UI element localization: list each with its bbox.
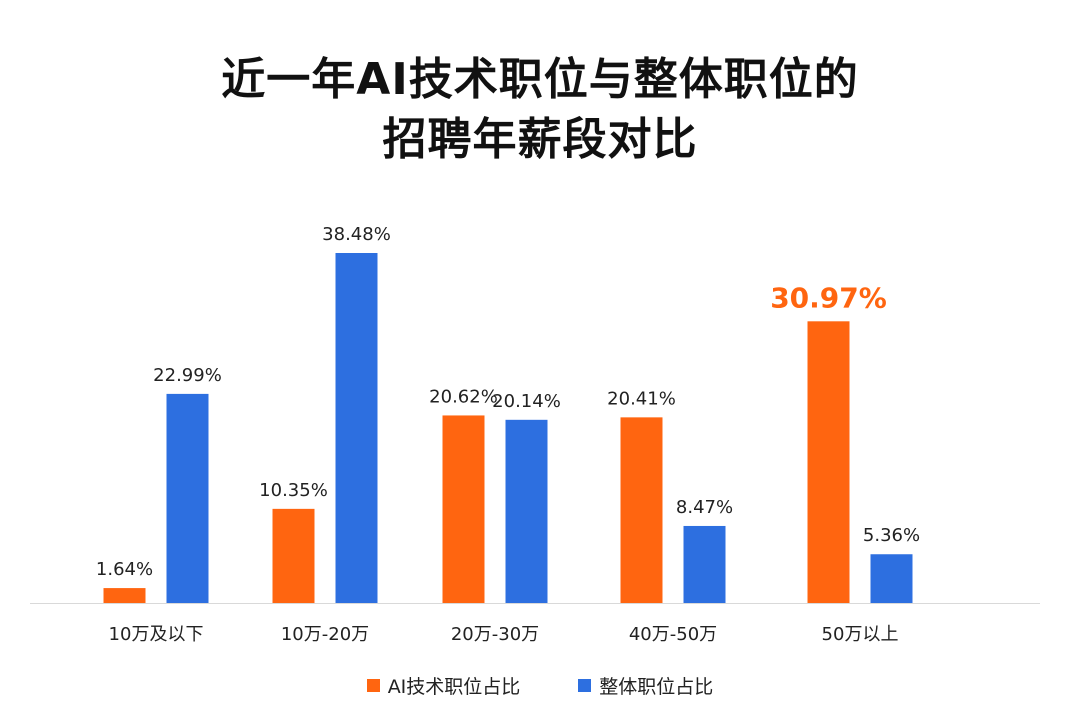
legend-item-ai: AI技术职位占比 — [366, 672, 521, 699]
category-label-1: 10万-20万 — [281, 624, 369, 645]
bar-overall-2 — [505, 419, 548, 603]
bar-ai-0 — [103, 588, 146, 603]
category-label-4: 50万以上 — [822, 624, 899, 645]
legend-swatch-overall — [578, 679, 592, 692]
bar-overall-4 — [870, 554, 913, 603]
bar-overall-1 — [335, 253, 378, 603]
chart-legend: AI技术职位占比 整体职位占比 — [0, 672, 1080, 699]
bar-ai-1 — [272, 508, 315, 603]
data-label-ai-4: 30.97% — [770, 281, 887, 314]
data-label-ai-2: 20.62% — [429, 386, 498, 407]
bar-ai-4 — [807, 321, 850, 603]
legend-label-overall: 整体职位占比 — [599, 676, 714, 698]
data-label-ai-0: 1.64% — [96, 559, 153, 580]
chart-title-line-1: 近一年AI技术职位与整体职位的 — [221, 54, 859, 105]
category-label-2: 20万-30万 — [451, 624, 539, 645]
bar-overall-0 — [166, 393, 209, 603]
chart-title-line-2: 招聘年薪段对比 — [382, 114, 698, 165]
data-label-overall-3: 8.47% — [676, 497, 733, 518]
data-label-overall-1: 38.48% — [322, 224, 391, 245]
bar-ai-2 — [442, 415, 485, 603]
data-label-overall-4: 5.36% — [863, 525, 920, 546]
category-label-3: 40万-50万 — [629, 624, 717, 645]
data-label-overall-0: 22.99% — [153, 365, 222, 386]
legend-item-overall: 整体职位占比 — [578, 672, 713, 699]
category-label-0: 10万及以下 — [109, 624, 204, 645]
data-label-ai-3: 20.41% — [607, 388, 676, 409]
data-label-overall-2: 20.14% — [492, 391, 561, 412]
bar-ai-3 — [620, 417, 663, 603]
legend-swatch-ai — [366, 679, 380, 692]
bar-overall-3 — [683, 525, 726, 603]
legend-label-ai: AI技术职位占比 — [387, 676, 521, 698]
data-label-ai-1: 10.35% — [259, 480, 328, 501]
